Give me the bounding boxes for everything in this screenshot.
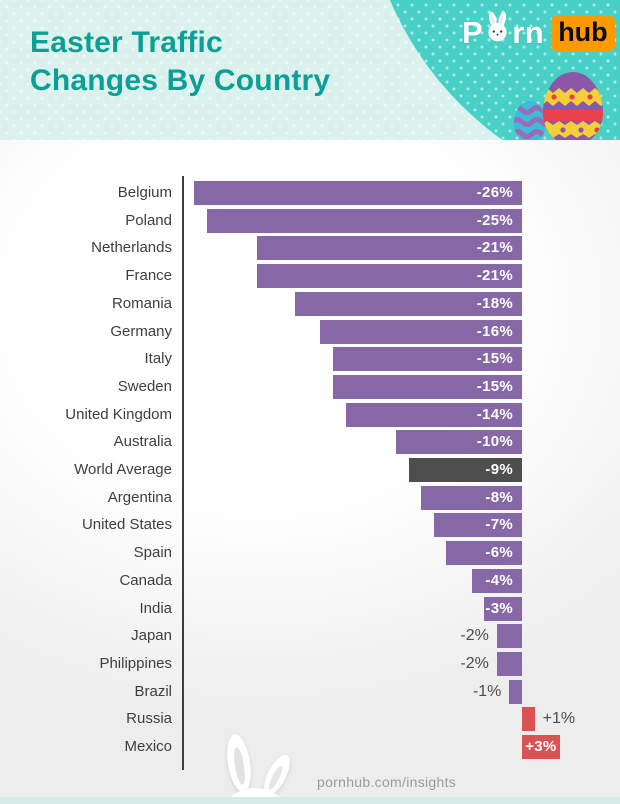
site-url-text: pornhub.com/insights bbox=[317, 774, 457, 790]
country-label: World Average bbox=[74, 461, 172, 478]
country-label: France bbox=[125, 267, 172, 285]
title-line-1: Easter Traffic bbox=[30, 26, 223, 59]
page-title: Easter Traffic Changes By Country bbox=[30, 24, 330, 100]
country-label: United Kingdom bbox=[65, 405, 172, 423]
bar-value-label: -26% bbox=[476, 184, 513, 201]
bar-value-label: -25% bbox=[476, 211, 513, 229]
bar-value-label: -1% bbox=[472, 682, 502, 700]
country-label: Argentina bbox=[107, 488, 172, 506]
bar-value-label: -2% bbox=[460, 627, 489, 645]
bar-value-label: -21% bbox=[476, 267, 513, 285]
traffic-change-bar: -15% bbox=[333, 374, 522, 399]
country-label: Brazil bbox=[134, 682, 172, 700]
country-label: Russia bbox=[126, 710, 172, 728]
country-label: Sweden bbox=[117, 377, 172, 395]
logo-prefix: P bbox=[462, 15, 484, 50]
traffic-change-bar: -3% bbox=[484, 596, 522, 621]
chart-axis-line bbox=[182, 176, 184, 770]
traffic-change-bar: -8% bbox=[421, 485, 522, 510]
country-label: Spain bbox=[133, 544, 172, 562]
traffic-change-bar: -25% bbox=[207, 208, 522, 233]
traffic-change-bar: -21% bbox=[257, 236, 522, 261]
bar-value-label: +3% bbox=[525, 738, 557, 755]
bar-value-label: -10% bbox=[476, 433, 513, 451]
traffic-change-bar: -4% bbox=[471, 568, 522, 593]
bar-value-label: -2% bbox=[460, 654, 489, 672]
footer-strip bbox=[0, 797, 620, 804]
country-label: Italy bbox=[144, 350, 172, 368]
pornhub-logo: P rn hub bbox=[462, 11, 615, 52]
traffic-change-bar bbox=[496, 651, 522, 676]
bar-value-label: -16% bbox=[476, 322, 513, 340]
bar-value-label: -6% bbox=[485, 544, 513, 562]
traffic-change-bar: -10% bbox=[396, 430, 522, 455]
traffic-change-bar: -21% bbox=[257, 264, 522, 289]
bar-value-label: -8% bbox=[485, 488, 513, 506]
bar-value-label: -3% bbox=[485, 599, 513, 617]
country-label: Australia bbox=[113, 433, 172, 451]
traffic-change-bar: -6% bbox=[446, 541, 522, 566]
bar-value-label: -4% bbox=[485, 571, 513, 589]
bar-value-label: -15% bbox=[476, 377, 513, 395]
traffic-change-bar bbox=[509, 679, 522, 704]
logo-suffix: rn bbox=[512, 15, 545, 50]
title-line-2: Changes By Country bbox=[30, 64, 331, 97]
traffic-change-bar: -15% bbox=[333, 347, 522, 372]
easter-eggs-icon bbox=[508, 57, 608, 140]
bar-value-label: -9% bbox=[485, 461, 513, 478]
country-label: Netherlands bbox=[91, 239, 172, 257]
traffic-change-bar: -14% bbox=[345, 402, 522, 427]
bar-value-label: -7% bbox=[485, 516, 513, 534]
traffic-change-bar: -9% bbox=[408, 458, 522, 482]
country-label: Poland bbox=[125, 211, 172, 229]
bunny-ears-icon bbox=[205, 733, 325, 804]
country-label: Belgium bbox=[117, 184, 172, 201]
country-label: Mexico bbox=[124, 738, 172, 755]
country-label: Germany bbox=[110, 322, 172, 340]
logo-hub-badge: hub bbox=[551, 15, 615, 51]
traffic-change-bar: -18% bbox=[295, 291, 522, 316]
bar-value-label: -18% bbox=[476, 294, 513, 312]
traffic-change-bar: -26% bbox=[194, 181, 522, 205]
bar-value-label: -21% bbox=[476, 239, 513, 257]
traffic-change-bar bbox=[496, 624, 522, 649]
bunny-face-icon bbox=[484, 11, 511, 49]
traffic-change-bar: -7% bbox=[433, 513, 522, 538]
traffic-change-bar: +3% bbox=[522, 735, 560, 759]
bar-value-label: -15% bbox=[476, 350, 513, 368]
country-label: United States bbox=[81, 516, 172, 534]
country-label: Romania bbox=[111, 294, 172, 312]
country-label: Canada bbox=[119, 571, 172, 589]
bar-value-label: -14% bbox=[476, 405, 513, 423]
country-label: Philippines bbox=[99, 654, 172, 672]
header-banner: Easter Traffic Changes By Country P bbox=[0, 0, 620, 140]
traffic-change-bar: -16% bbox=[320, 319, 522, 344]
country-label: India bbox=[139, 599, 172, 617]
traffic-change-bar bbox=[522, 707, 535, 732]
country-label: Japan bbox=[131, 627, 172, 645]
bar-value-label: +1% bbox=[542, 710, 576, 728]
